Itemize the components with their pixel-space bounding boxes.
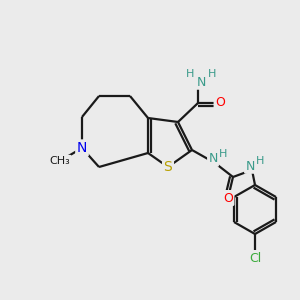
Text: H: H <box>256 156 264 166</box>
Text: H: H <box>186 69 194 79</box>
Text: N: N <box>208 152 218 166</box>
Text: O: O <box>223 191 233 205</box>
Text: N: N <box>245 160 255 172</box>
Text: H: H <box>219 149 227 159</box>
Text: O: O <box>215 97 225 110</box>
Text: N: N <box>196 76 206 88</box>
Text: CH₃: CH₃ <box>50 156 70 166</box>
Text: Cl: Cl <box>249 251 261 265</box>
Text: S: S <box>164 160 172 174</box>
Text: N: N <box>77 141 87 155</box>
Text: H: H <box>208 69 216 79</box>
